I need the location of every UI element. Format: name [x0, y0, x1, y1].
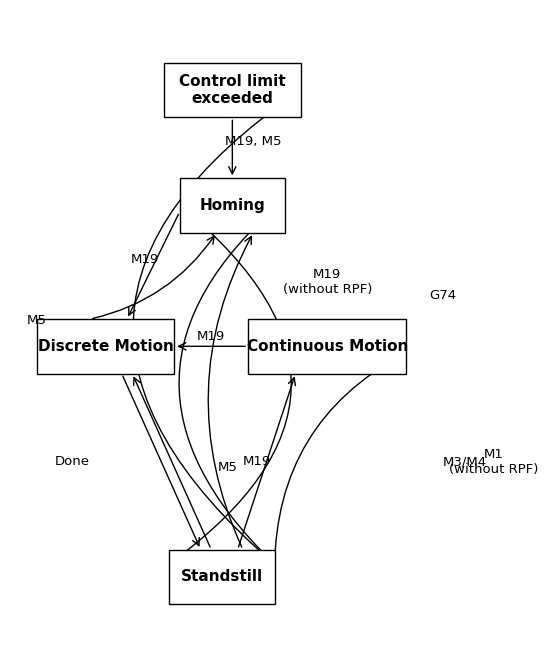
Text: M19, M5: M19, M5 — [225, 135, 282, 148]
Text: M5: M5 — [27, 314, 47, 327]
Text: M5: M5 — [218, 462, 238, 474]
Text: M19: M19 — [197, 330, 226, 344]
Text: Done: Done — [55, 455, 90, 468]
Text: Standstill: Standstill — [181, 570, 263, 584]
Text: Continuous Motion: Continuous Motion — [247, 339, 408, 354]
FancyBboxPatch shape — [169, 550, 274, 604]
Text: M19: M19 — [130, 253, 159, 265]
Text: M1
(without RPF): M1 (without RPF) — [449, 448, 538, 476]
FancyBboxPatch shape — [37, 319, 175, 374]
Text: Homing: Homing — [199, 198, 265, 213]
FancyBboxPatch shape — [248, 319, 406, 374]
Text: M19: M19 — [243, 455, 271, 468]
Text: M19
(without RPF): M19 (without RPF) — [283, 268, 372, 296]
FancyBboxPatch shape — [164, 63, 301, 117]
Text: G74: G74 — [429, 289, 457, 301]
FancyBboxPatch shape — [180, 178, 285, 233]
Text: Discrete Motion: Discrete Motion — [38, 339, 174, 354]
Text: Control limit
exceeded: Control limit exceeded — [179, 74, 285, 106]
Text: M3/M4: M3/M4 — [443, 455, 488, 468]
